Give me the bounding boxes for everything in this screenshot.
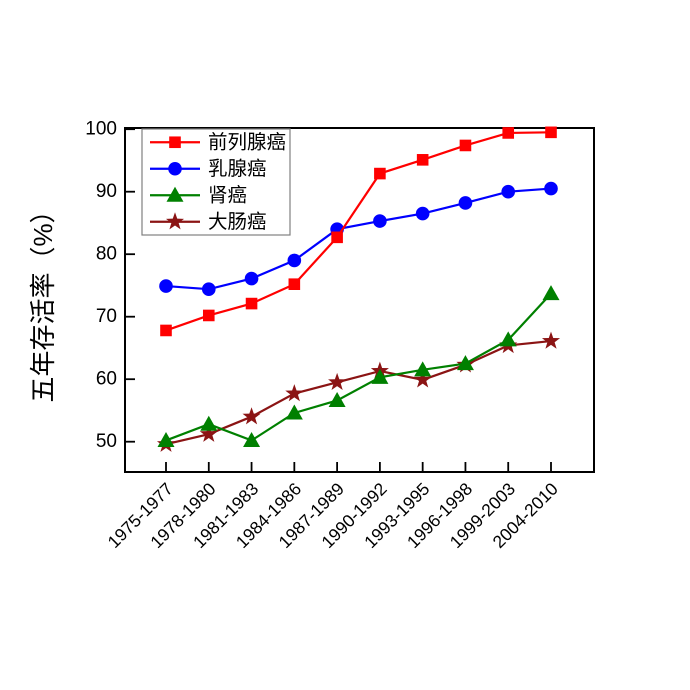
legend-item-colorectal-cancer: 大肠癌 xyxy=(150,211,267,233)
legend-item-kidney-cancer: 肾癌 xyxy=(150,184,247,206)
legend-marker-triangle-icon xyxy=(166,186,184,202)
series-line-colorectal-cancer xyxy=(165,339,552,446)
data-point-prostate-cancer-2 xyxy=(245,297,258,310)
data-point-prostate-cancer-1 xyxy=(202,309,215,322)
data-point-kidney-cancer-9 xyxy=(542,285,560,301)
y-tick-label: 70 xyxy=(96,306,117,327)
series-line-prostate-cancer xyxy=(165,131,552,332)
data-point-breast-cancer-6 xyxy=(415,206,430,221)
data-point-breast-cancer-5 xyxy=(373,214,387,228)
data-point-colorectal-cancer-6 xyxy=(413,370,432,388)
data-point-prostate-cancer-4 xyxy=(331,231,343,244)
series-prostate-cancer xyxy=(160,126,557,337)
legend-label-colorectal-cancer: 大肠癌 xyxy=(208,211,267,233)
data-point-prostate-cancer-7 xyxy=(459,139,472,152)
data-point-kidney-cancer-4 xyxy=(328,391,346,407)
legend-marker-square-icon xyxy=(169,136,181,149)
legend-item-breast-cancer: 乳腺癌 xyxy=(150,158,267,180)
data-point-kidney-cancer-2 xyxy=(243,431,261,447)
data-point-breast-cancer-1 xyxy=(201,282,216,297)
data-point-kidney-cancer-8 xyxy=(499,331,517,347)
data-point-breast-cancer-9 xyxy=(544,181,558,196)
y-tick-label: 80 xyxy=(96,244,117,265)
data-point-prostate-cancer-8 xyxy=(502,127,515,139)
legend-label-breast-cancer: 乳腺癌 xyxy=(208,158,267,180)
y-tick-label: 50 xyxy=(96,431,117,452)
legend-box xyxy=(141,128,291,236)
data-point-breast-cancer-0 xyxy=(159,279,173,293)
data-point-breast-cancer-2 xyxy=(244,271,259,286)
series-line-breast-cancer xyxy=(165,187,552,291)
series-line-kidney-cancer xyxy=(165,292,552,442)
data-point-colorectal-cancer-2 xyxy=(242,407,261,425)
legend-label-prostate-cancer: 前列腺癌 xyxy=(208,131,286,153)
data-point-kidney-cancer-3 xyxy=(285,404,303,420)
y-tick-label: 90 xyxy=(96,181,117,202)
data-point-colorectal-cancer-3 xyxy=(285,384,304,402)
plot-frame xyxy=(124,127,595,473)
y-axis-title: 五年存活率（%） xyxy=(28,197,58,402)
data-point-breast-cancer-3 xyxy=(287,253,302,268)
legend-marker-star-icon xyxy=(165,212,185,230)
y-tick-label: 100 xyxy=(85,119,117,140)
legend-label-kidney-cancer: 肾癌 xyxy=(208,184,247,206)
data-point-colorectal-cancer-1 xyxy=(199,424,218,442)
data-point-prostate-cancer-6 xyxy=(416,154,429,166)
y-tick-label: 60 xyxy=(96,369,117,390)
data-point-kidney-cancer-6 xyxy=(414,361,432,377)
data-point-kidney-cancer-7 xyxy=(456,355,474,371)
data-point-prostate-cancer-0 xyxy=(160,324,172,337)
data-point-prostate-cancer-3 xyxy=(288,278,301,290)
data-point-breast-cancer-8 xyxy=(501,184,516,199)
series-colorectal-cancer xyxy=(156,331,561,452)
legend-item-prostate-cancer: 前列腺癌 xyxy=(150,131,286,153)
data-point-kidney-cancer-0 xyxy=(157,431,175,447)
data-point-colorectal-cancer-9 xyxy=(541,331,561,349)
legend-marker-circle-icon xyxy=(168,161,182,176)
data-point-prostate-cancer-9 xyxy=(545,126,557,139)
data-point-kidney-cancer-1 xyxy=(200,415,218,431)
data-point-colorectal-cancer-4 xyxy=(328,372,347,391)
data-point-breast-cancer-7 xyxy=(458,196,473,210)
series-kidney-cancer xyxy=(157,285,560,447)
data-point-prostate-cancer-5 xyxy=(374,167,386,180)
data-point-kidney-cancer-5 xyxy=(371,368,389,384)
